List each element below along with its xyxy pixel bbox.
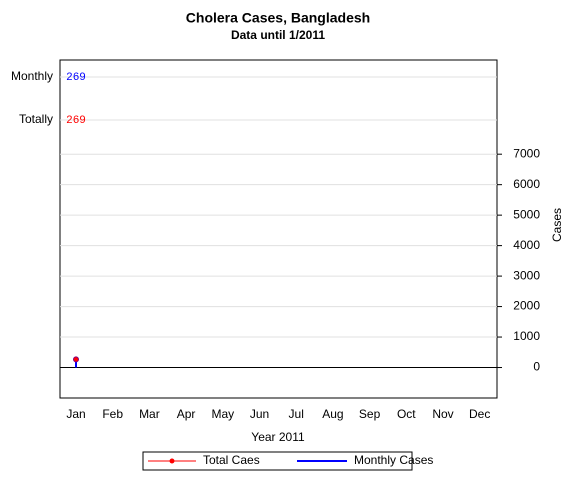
legend-point (169, 458, 175, 464)
y-tick-label: 7000 (513, 146, 540, 160)
row-label: Monthly (11, 69, 53, 83)
legend-label: Total Caes (203, 453, 260, 467)
x-tick-label: Nov (432, 407, 453, 421)
chart-subtitle: Data until 1/2011 (231, 28, 325, 42)
x-tick-label: Aug (322, 407, 343, 421)
chart-title: Cholera Cases, Bangladesh (186, 10, 370, 26)
y-tick-label: 6000 (513, 177, 540, 191)
x-tick-label: Jan (66, 407, 85, 421)
y-tick-label: 2000 (513, 299, 540, 313)
row-value: 269 (66, 72, 86, 84)
x-tick-label: Oct (397, 407, 416, 421)
y-tick-label: 3000 (513, 268, 540, 282)
x-tick-label: Mar (139, 407, 160, 421)
y-tick-label: 4000 (513, 238, 540, 252)
x-tick-label: Sep (359, 407, 381, 421)
y-tick-label: 5000 (513, 207, 540, 221)
legend-box (142, 451, 413, 471)
x-tick-label: Jun (250, 407, 269, 421)
x-axis-label: Year 2011 (251, 430, 305, 444)
x-tick-label: Dec (469, 407, 490, 421)
row-value: 269 (66, 115, 86, 127)
x-tick-label: Feb (102, 407, 123, 421)
point (73, 356, 79, 363)
plot-frame (59, 59, 498, 399)
x-tick-label: May (211, 407, 234, 421)
y-tick-label: 1000 (513, 329, 540, 343)
y-tick-label: 0 (533, 360, 540, 374)
legend-label: Monthly Cases (354, 453, 433, 467)
y-axis-label: Cases (550, 208, 564, 242)
row-label: Totally (19, 112, 53, 126)
x-tick-label: Jul (289, 407, 304, 421)
x-tick-label: Apr (177, 407, 196, 421)
